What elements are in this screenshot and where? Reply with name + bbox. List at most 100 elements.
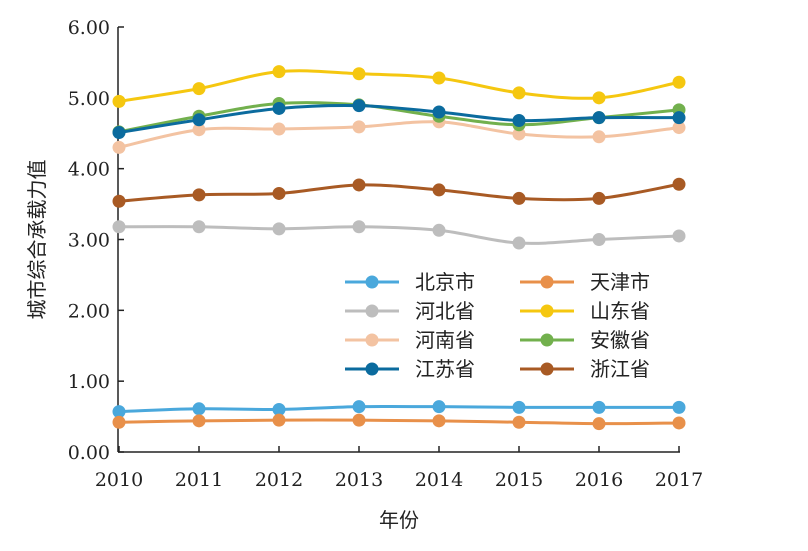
- series-2: [112, 413, 686, 431]
- data-point: [192, 188, 206, 202]
- y-tick-label: 1.00: [68, 371, 110, 393]
- data-point: [192, 113, 206, 127]
- data-point: [352, 67, 366, 81]
- data-point: [112, 405, 126, 419]
- data-point: [432, 105, 446, 119]
- x-tick-label: 2011: [175, 469, 223, 491]
- y-axis-title: 城市综合承载力值: [25, 160, 49, 320]
- data-point: [112, 94, 126, 108]
- data-point: [512, 114, 526, 127]
- legend-label: 浙江省: [590, 357, 650, 381]
- data-point: [512, 191, 526, 205]
- legend-swatch-marker: [365, 362, 379, 376]
- data-point: [512, 415, 526, 429]
- data-point: [112, 220, 126, 234]
- y-tick-label: 4.00: [68, 159, 110, 181]
- x-tick-label: 2013: [335, 469, 383, 491]
- legend-label: 安徽省: [590, 328, 650, 352]
- data-point: [112, 415, 126, 429]
- data-point: [272, 186, 286, 200]
- legend-item: 河北省: [345, 299, 475, 323]
- legend-label: 河北省: [415, 299, 475, 323]
- legend-label: 天津市: [590, 270, 650, 294]
- legend-item: 江苏省: [345, 357, 475, 381]
- data-point: [672, 229, 686, 243]
- data-point: [512, 236, 526, 250]
- data-point: [592, 111, 606, 125]
- series-line: [118, 418, 680, 426]
- data-point: [352, 99, 366, 113]
- data-point: [272, 101, 286, 115]
- data-point: [672, 416, 686, 430]
- x-tick-label: 2010: [95, 469, 143, 491]
- data-point: [592, 91, 606, 105]
- legend-swatch-marker: [540, 275, 554, 289]
- data-point: [352, 178, 366, 192]
- data-point: [512, 127, 526, 141]
- series-line: [118, 404, 679, 414]
- data-point: [272, 403, 286, 416]
- legend-swatch-marker: [540, 362, 554, 376]
- data-point: [592, 417, 606, 431]
- legend-item: 浙江省: [520, 357, 650, 381]
- data-point: [272, 413, 286, 427]
- legend-swatch-marker: [365, 275, 379, 289]
- legend-swatch-marker: [365, 333, 379, 347]
- data-point: [432, 400, 446, 414]
- series-8: [112, 177, 686, 208]
- data-point: [672, 75, 686, 89]
- data-point: [432, 414, 446, 428]
- data-point: [352, 220, 366, 234]
- x-tick-label: 2017: [655, 469, 703, 491]
- data-point: [512, 86, 526, 100]
- x-tick-label: 2016: [575, 469, 623, 491]
- legend-item: 北京市: [345, 270, 475, 294]
- data-point: [672, 111, 686, 125]
- legend-label: 山东省: [590, 299, 650, 323]
- data-point: [432, 183, 446, 197]
- data-point: [192, 402, 206, 416]
- data-point: [352, 413, 366, 427]
- legend-label: 河南省: [415, 328, 475, 352]
- data-point: [352, 120, 366, 134]
- series-group: [112, 65, 686, 431]
- legend-item: 河南省: [345, 328, 475, 352]
- data-point: [272, 122, 286, 136]
- data-point: [352, 400, 366, 414]
- series-4: [112, 65, 686, 108]
- series-3: [112, 220, 686, 250]
- y-tick-label: 5.00: [68, 88, 110, 110]
- data-point: [512, 400, 526, 414]
- legend-item: 山东省: [520, 299, 650, 323]
- data-point: [112, 126, 126, 140]
- y-tick-label: 6.00: [68, 17, 110, 39]
- data-point: [192, 414, 206, 428]
- data-point: [112, 140, 126, 154]
- legend-swatch-marker: [365, 304, 379, 318]
- data-point: [672, 400, 686, 414]
- data-point: [192, 82, 206, 96]
- data-point: [592, 130, 606, 144]
- y-tick-label: 2.00: [68, 300, 110, 322]
- legend-label: 江苏省: [415, 357, 475, 381]
- y-tick-label: 0.00: [68, 442, 110, 464]
- data-point: [432, 223, 446, 237]
- data-point: [592, 233, 606, 246]
- data-point: [592, 400, 606, 414]
- y-tick-label: 3.00: [68, 230, 110, 252]
- legend-label: 北京市: [415, 270, 475, 294]
- series-line: [118, 225, 680, 245]
- legend-item: 天津市: [520, 270, 650, 294]
- legend-swatch-marker: [540, 304, 554, 318]
- data-point: [272, 222, 286, 236]
- data-point: [432, 71, 446, 85]
- x-ticks: 2010 2011 2012 2013 2014 2015 2016 2017: [95, 446, 703, 491]
- data-point: [112, 194, 126, 208]
- x-axis-title: 年份: [379, 508, 419, 532]
- legend-item: 安徽省: [520, 328, 650, 352]
- x-tick-label: 2015: [495, 469, 543, 491]
- legend-swatch-marker: [540, 333, 554, 347]
- x-tick-label: 2012: [255, 469, 303, 491]
